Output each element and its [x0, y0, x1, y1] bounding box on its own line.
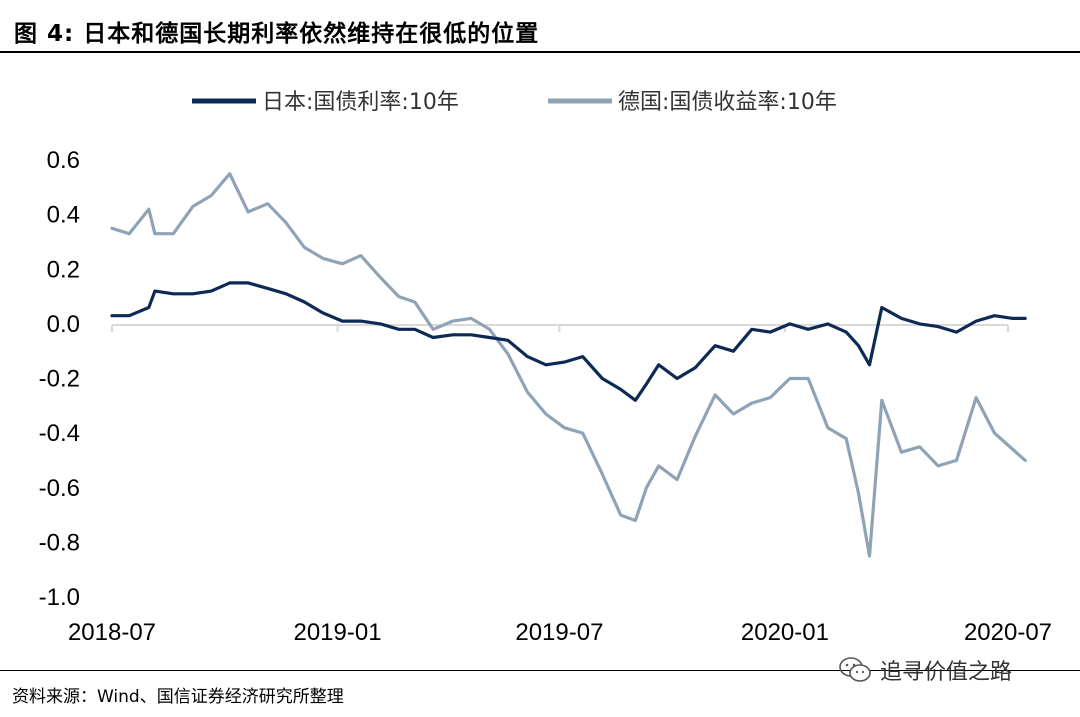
figure-title: 图 4: 日本和德国长期利率依然维持在很低的位置	[14, 21, 540, 47]
y-tick-label: 0.0	[47, 311, 80, 338]
watermark: 追寻价值之路	[838, 650, 1012, 690]
watermark-text: 追寻价值之路	[880, 660, 1013, 685]
x-axis: 2018-07 2019-01 2019-07 2020-01 2020-07	[68, 324, 1052, 646]
y-tick-label: -0.2	[39, 366, 80, 393]
line-chart: 日本:国债利率:10年 德国:国债收益率:10年 0.6 0.4 0.2 0.0 -0.2…	[39, 90, 1052, 646]
x-tick-label: 2020-01	[741, 619, 829, 646]
title-bar: 图 4: 日本和德国长期利率依然维持在很低的位置	[0, 0, 1080, 53]
legend-label: 德国:国债收益率:10年	[618, 90, 837, 115]
x-tick-label: 2019-01	[293, 619, 381, 646]
y-tick-label: -1.0	[39, 584, 80, 611]
y-tick-label: -0.6	[39, 475, 80, 502]
x-tick-label: 2019-07	[515, 619, 603, 646]
legend-label: 日本:国债利率:10年	[262, 90, 459, 115]
x-tick-label: 2020-07	[964, 619, 1052, 646]
title-rule	[0, 51, 1080, 53]
series-group	[110, 172, 1027, 558]
y-tick-label: 0.4	[47, 202, 80, 229]
y-tick-label: -0.8	[39, 529, 80, 556]
y-tick-label: -0.4	[39, 420, 80, 447]
germany-series-line	[110, 172, 1027, 558]
japan-series-line	[110, 281, 1027, 402]
wechat-icon	[839, 657, 871, 682]
footer-rule	[0, 670, 1080, 671]
x-tick-label: 2018-07	[68, 619, 156, 646]
source-note: 资料来源：Wind、国信证券经济研究所整理	[12, 687, 344, 707]
y-axis: 0.6 0.4 0.2 0.0 -0.2 -0.4 -0.6 -0.8 -1.0	[39, 147, 80, 611]
chart-legend: 日本:国债利率:10年 德国:国债收益率:10年	[192, 90, 837, 115]
y-tick-label: 0.6	[47, 147, 80, 174]
y-tick-label: 0.2	[47, 256, 80, 283]
